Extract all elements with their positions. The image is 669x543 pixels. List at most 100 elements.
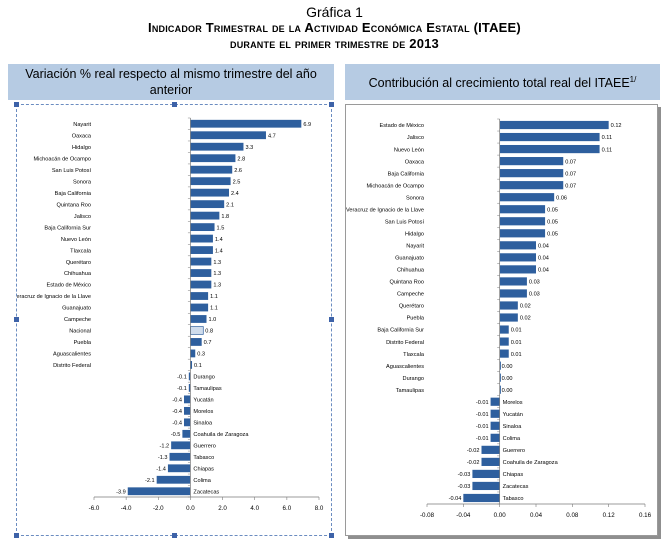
bar-tlaxcala <box>190 246 213 254</box>
bar-distrito-federal <box>190 361 193 369</box>
category-label-sonora: Sonora <box>406 195 425 201</box>
resize-handle-top-right[interactable] <box>329 102 334 107</box>
data-label-michoacan-de-ocampo: 2.8 <box>237 156 245 162</box>
category-label-michoacan-de-ocampo: Michoacán de Ocampo <box>366 183 424 189</box>
category-label-oaxaca: Oaxaca <box>405 159 425 165</box>
category-label-aguascalientes: Aguascalientes <box>53 352 91 358</box>
bar-zacatecas <box>127 487 191 496</box>
bar-quintana-roo <box>499 277 527 286</box>
value-tick-label: 0.00 <box>494 512 507 519</box>
left-chart-panel[interactable]: Nayarit 6.9 Oaxaca 4.7 Hidalgo 3.3 Michoacán d… <box>13 102 334 538</box>
data-label-tlaxcala: 1.4 <box>215 248 223 254</box>
data-label-tamaulipas: 0.00 <box>502 388 513 394</box>
data-label-oaxaca: 4.7 <box>268 133 276 139</box>
data-label-zacatecas: -3.9 <box>116 489 126 495</box>
data-label-coahuila-de-zaragoza: -0.5 <box>171 432 181 438</box>
bar-hidalgo <box>190 142 244 151</box>
bar-jalisco <box>499 132 600 142</box>
right-panel-title: Contribución al crecimiento total real d… <box>368 75 637 91</box>
right-chart-panel[interactable]: Estado de México 0.12 Jalisco 0.11 Nuevo Leó… <box>345 104 658 536</box>
category-label-nacional: Nacional <box>69 329 91 335</box>
value-tick-label: -0.04 <box>456 512 471 519</box>
data-label-chiapas: -1.4 <box>156 466 166 472</box>
data-label-aguascalientes: 0.3 <box>197 352 205 358</box>
right-bar-chart: Estado de México 0.12 Jalisco 0.11 Nuevo Leó… <box>346 118 652 519</box>
data-label-campeche: 1.0 <box>209 317 217 323</box>
category-label-sonora: Sonora <box>73 179 92 185</box>
bar-veracruz-de-ignacio-de-la-llave <box>190 292 209 300</box>
figure-title-block: Gráfica 1 Indicador Trimestral de la Act… <box>0 4 669 52</box>
data-label-veracruz-de-ignacio-de-la-llave: 0.05 <box>547 207 558 213</box>
data-label-nayarit: 0.04 <box>538 244 549 250</box>
bar-coahuila-de-zaragoza <box>481 457 500 466</box>
value-tick-label: -0.08 <box>420 512 435 519</box>
resize-handle-right[interactable] <box>329 317 334 322</box>
data-label-queretaro: 1.3 <box>213 260 221 266</box>
bar-nuevo-leon <box>190 234 213 243</box>
category-label-nuevo-leon: Nuevo León <box>61 237 91 243</box>
category-label-distrito-federal: Distrito Federal <box>386 340 424 346</box>
category-label-distrito-federal: Distrito Federal <box>53 363 91 369</box>
category-label-baja-california: Baja California <box>388 171 425 177</box>
category-label-estado-de-mexico: Estado de México <box>380 123 424 129</box>
bar-colima <box>156 475 191 484</box>
resize-handle-bottom[interactable] <box>172 533 177 538</box>
data-label-sonora: 0.06 <box>556 195 567 201</box>
data-label-puebla: 0.02 <box>520 316 531 322</box>
bar-guerrero <box>171 441 191 450</box>
left-panel-header: Variación % real respecto al mismo trime… <box>8 64 334 100</box>
data-label-coahuila-de-zaragoza: -0.02 <box>467 460 480 466</box>
resize-handle-top-left[interactable] <box>14 102 19 107</box>
figure-title: Indicador Trimestral de la Actividad Eco… <box>148 20 521 35</box>
bar-morelos <box>490 397 500 406</box>
bar-guanajuato <box>190 303 209 312</box>
category-label-veracruz-de-ignacio-de-la-llave: Veracruz de Ignacio de la Llave <box>346 207 424 213</box>
bar-distrito-federal <box>499 337 509 346</box>
bar-puebla <box>499 313 518 322</box>
bar-quintana-roo <box>190 200 225 209</box>
bar-sinaloa <box>490 421 500 430</box>
category-label-nayarit: Nayarit <box>406 244 424 250</box>
category-label-campeche: Campeche <box>397 292 424 298</box>
category-label-morelos: Morelos <box>503 400 523 406</box>
bar-queretaro <box>499 301 518 310</box>
data-label-nuevo-leon: 0.11 <box>602 147 612 153</box>
bar-nacional <box>190 326 204 335</box>
data-label-distrito-federal: 0.01 <box>511 340 522 346</box>
bar-estado-de-mexico <box>499 120 609 130</box>
value-tick-label: 6.0 <box>283 505 292 512</box>
value-tick-label: 0.08 <box>566 512 579 519</box>
bar-nayarit <box>499 241 536 250</box>
bar-baja-california <box>499 169 564 178</box>
category-label-colima: Colima <box>503 436 521 442</box>
bar-tabasco <box>169 452 191 461</box>
category-label-quintana-roo: Quintana Roo <box>56 202 91 208</box>
bar-baja-california <box>190 188 229 197</box>
category-label-san-luis-potosi: San Luis Potosí <box>385 219 425 225</box>
resize-handle-left[interactable] <box>14 317 19 322</box>
category-label-guerrero: Guerrero <box>503 448 525 454</box>
resize-handle-bottom-left[interactable] <box>14 533 19 538</box>
category-label-aguascalientes: Aguascalientes <box>386 364 424 370</box>
bar-sonora <box>499 193 555 202</box>
data-label-veracruz-de-ignacio-de-la-llave: 1.1 <box>210 294 218 300</box>
data-label-chiapas: -0.03 <box>458 472 471 478</box>
data-label-guanajuato: 0.04 <box>538 256 549 262</box>
data-label-yucatan: -0.01 <box>476 412 489 418</box>
bar-colima <box>490 433 500 442</box>
data-label-san-luis-potosi: 0.05 <box>547 219 558 225</box>
bar-durango <box>499 373 501 382</box>
resize-handle-top[interactable] <box>172 102 177 107</box>
data-label-tlaxcala: 0.01 <box>511 352 522 358</box>
category-label-hidalgo: Hidalgo <box>72 145 91 151</box>
resize-handle-bottom-right[interactable] <box>329 533 334 538</box>
bar-veracruz-de-ignacio-de-la-llave <box>499 205 546 214</box>
data-label-morelos: -0.01 <box>476 400 489 406</box>
bar-coahuila-de-zaragoza <box>182 429 191 438</box>
category-label-veracruz-de-ignacio-de-la-llave: Veracruz de Ignacio de la Llave <box>17 294 91 300</box>
value-tick-label: 4.0 <box>250 505 259 512</box>
category-label-tabasco: Tabasco <box>503 496 524 502</box>
bar-yucatan <box>490 409 500 418</box>
category-label-tamaulipas: Tamaulipas <box>396 388 424 394</box>
data-label-hidalgo: 3.3 <box>245 145 253 151</box>
